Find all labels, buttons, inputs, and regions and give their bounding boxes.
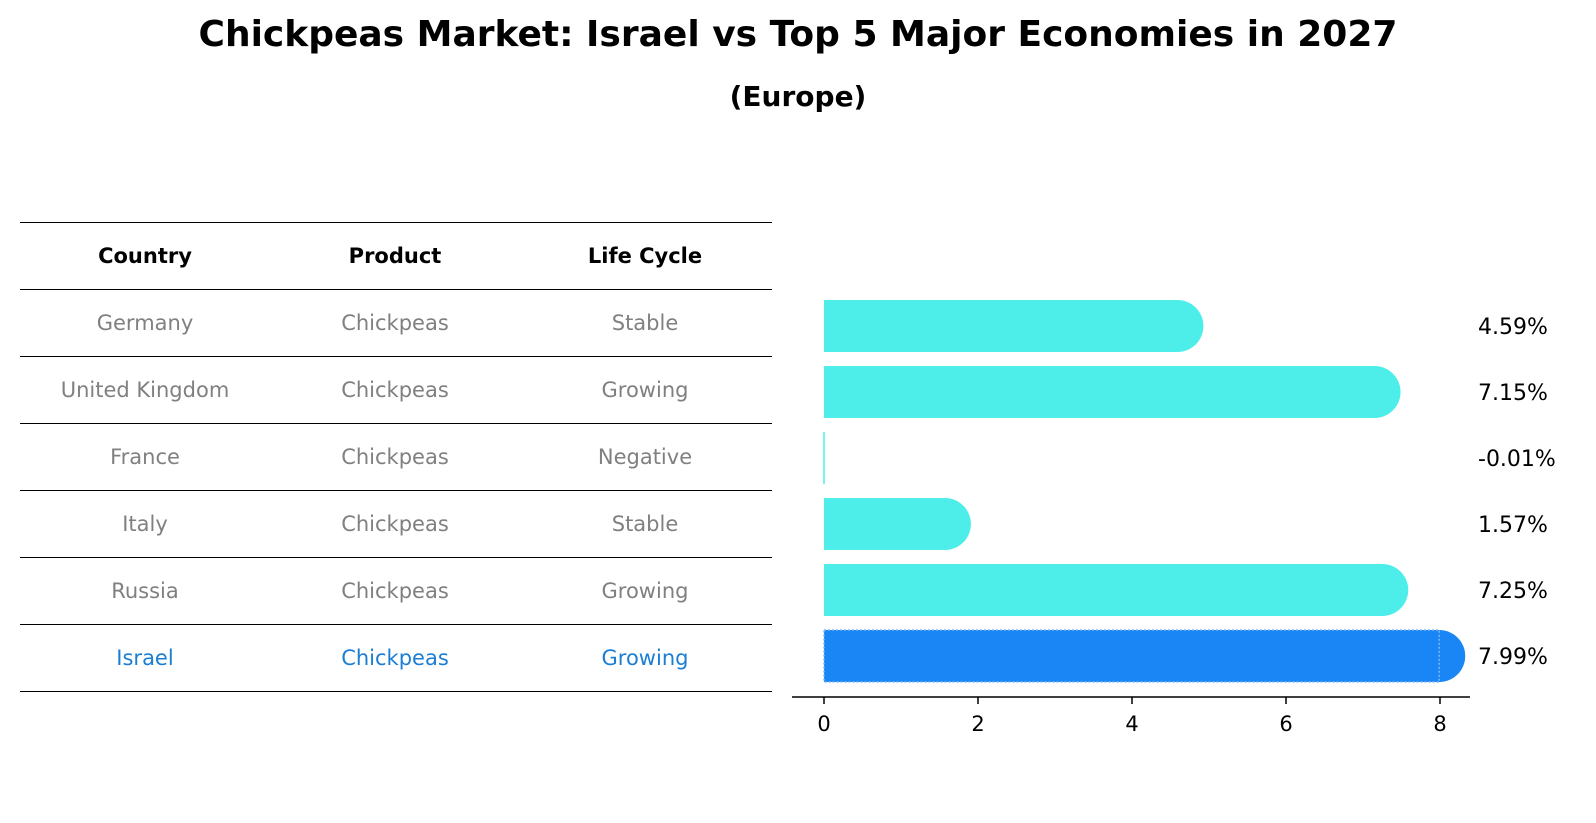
header-product: Product	[348, 244, 442, 268]
cell-life-cycle: Growing	[601, 378, 689, 402]
cell-country: France	[110, 445, 180, 469]
header-life-cycle: Life Cycle	[587, 244, 703, 268]
cell-country: Italy	[122, 512, 168, 536]
bar-body	[824, 630, 1440, 682]
bar-germany	[824, 300, 1204, 352]
bar-cap	[1356, 564, 1409, 616]
cell-life-cycle: Negative	[597, 445, 693, 469]
x-tick-label: 4	[1125, 712, 1138, 736]
bar-highlight-outline	[823, 629, 1440, 683]
data-table: Country Product Life Cycle Germany Chick…	[20, 222, 772, 692]
value-label: 7.99%	[1478, 645, 1548, 670]
table-header-row: Country Product Life Cycle	[20, 222, 772, 290]
bar-italy	[824, 498, 971, 550]
table-row: Russia Chickpeas Growing	[20, 558, 772, 625]
value-label: 7.25%	[1478, 579, 1548, 604]
cell-life-cycle: Stable	[611, 311, 679, 335]
chart-subtitle: (Europe)	[729, 80, 867, 113]
x-tick-label: 0	[817, 712, 830, 736]
cell-product: Chickpeas	[341, 579, 449, 603]
bar-israel	[823, 629, 1466, 683]
cell-life-cycle: Growing	[601, 579, 689, 603]
value-label: 4.59%	[1478, 315, 1548, 340]
value-label: -0.01%	[1478, 447, 1556, 472]
cell-product: Chickpeas	[341, 646, 449, 670]
cell-country: Germany	[96, 311, 194, 335]
bar-body	[824, 300, 1178, 352]
x-tick-label: 6	[1279, 712, 1292, 736]
header-country: Country	[98, 244, 192, 268]
table-row: France Chickpeas Negative	[20, 424, 772, 491]
x-tick-label: 8	[1433, 712, 1446, 736]
table-row: Italy Chickpeas Stable	[20, 491, 772, 558]
bar-cap	[1151, 300, 1204, 352]
cell-product: Chickpeas	[341, 378, 449, 402]
bar-body	[824, 564, 1383, 616]
table-row-highlight: Israel Chickpeas Growing	[20, 625, 772, 692]
value-label: 7.15%	[1478, 381, 1548, 406]
table-row: Germany Chickpeas Stable	[20, 290, 772, 357]
bar-united-kingdom	[824, 366, 1401, 418]
cell-country: Israel	[116, 646, 174, 670]
cell-life-cycle: Growing	[601, 646, 689, 670]
cell-life-cycle: Stable	[611, 512, 679, 536]
cell-product: Chickpeas	[341, 311, 449, 335]
value-label: 1.57%	[1478, 513, 1548, 538]
bar-russia	[824, 564, 1409, 616]
bar-cap	[1348, 366, 1401, 418]
bar-body	[824, 366, 1375, 418]
cell-country: Russia	[111, 579, 179, 603]
cell-product: Chickpeas	[341, 512, 449, 536]
x-tick-label: 2	[971, 712, 984, 736]
cell-product: Chickpeas	[341, 445, 449, 469]
table-row: United Kingdom Chickpeas Growing	[20, 357, 772, 424]
chart-title: Chickpeas Market: Israel vs Top 5 Major …	[198, 14, 1398, 55]
bar-cap	[918, 498, 971, 550]
cell-country: United Kingdom	[60, 378, 230, 402]
